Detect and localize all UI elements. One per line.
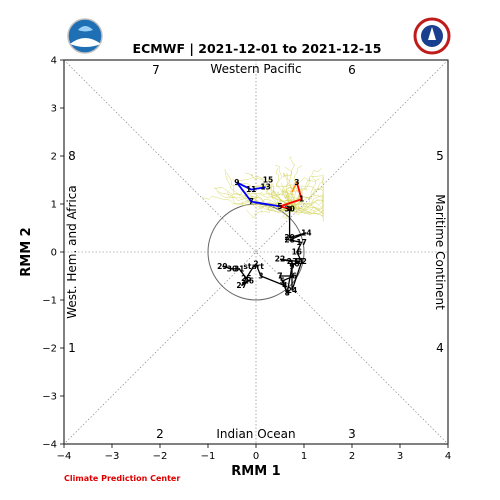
ensemble-member-line <box>289 174 324 209</box>
phase-6-label: 6 <box>348 63 356 77</box>
noaa-logo <box>67 18 103 54</box>
day-label: 6 <box>292 272 297 281</box>
forecast-bridge-line <box>291 182 298 193</box>
day-label: 26 <box>244 276 254 285</box>
day-label: start <box>243 262 264 271</box>
day-label: 23 <box>287 257 297 266</box>
phase-2-label: 2 <box>156 427 164 441</box>
day-label: 29 <box>217 262 227 271</box>
day-label: 10 <box>289 260 299 269</box>
y-tick-label: −4 <box>42 440 57 451</box>
day-label: 14 <box>301 228 311 237</box>
nws-logo <box>413 17 451 55</box>
unit-circle <box>207 203 305 301</box>
day-label: 17 <box>296 238 306 247</box>
day-label: 11 <box>294 257 304 266</box>
ensemble-member-line <box>275 165 290 209</box>
day-label: 12 <box>296 257 306 266</box>
phase-5-label: 5 <box>436 149 444 163</box>
forecast-week1-track <box>276 182 303 210</box>
observed-line <box>222 208 307 296</box>
day-label: 7 <box>277 272 282 281</box>
day-label: 27 <box>236 281 246 290</box>
phase-7-label: 7 <box>152 63 160 77</box>
day-label: 5 <box>277 202 282 211</box>
day-label: 30 <box>227 264 237 273</box>
day-label: 16 <box>292 248 302 257</box>
y-tick-label: −2 <box>42 344 57 355</box>
ensemble-member-line <box>275 168 295 209</box>
phase-3-label: 3 <box>348 427 356 441</box>
forecast-week2-track <box>236 181 281 208</box>
x-tick-label: 0 <box>253 451 259 462</box>
day-label: 15 <box>263 176 273 185</box>
x-axis-label: RMM 1 <box>231 464 280 479</box>
y-tick-label: −1 <box>42 296 57 307</box>
day-label: 9 <box>234 178 239 187</box>
phase-8-label: 8 <box>68 149 76 163</box>
ensemble-member-line <box>282 166 294 209</box>
day-label: 5 <box>280 276 285 285</box>
y-ticks: −4 −3 −2 −1 0 1 2 3 4 <box>42 56 64 451</box>
day-label: 24 <box>287 286 297 295</box>
ensemble-member-line <box>246 208 290 219</box>
x-tick-label: −2 <box>153 451 168 462</box>
day-label: 22 <box>275 255 285 264</box>
ensemble-member-line <box>235 177 290 209</box>
day-label: 3 <box>294 178 299 187</box>
x-tick-label: −4 <box>57 451 72 462</box>
day-label: 29 <box>284 233 294 242</box>
x-tick-label: −1 <box>201 451 216 462</box>
y-tick-label: 4 <box>51 56 57 67</box>
x-tick-label: 3 <box>397 451 403 462</box>
forecast-week1-line <box>276 182 303 210</box>
ensemble-member-line <box>232 178 290 209</box>
x-tick-label: 2 <box>349 451 355 462</box>
y-tick-label: 2 <box>51 152 57 163</box>
region-maritime-continent: Maritime Continent <box>433 194 447 310</box>
day-label: 25 <box>241 274 251 283</box>
phase-divider-lines <box>63 59 449 445</box>
ensemble-member-line <box>289 186 324 212</box>
y-tick-label: 0 <box>51 248 57 259</box>
region-indian-ocean: Indian Ocean <box>216 427 295 441</box>
phase-4-label: 4 <box>436 341 444 355</box>
ensemble-member-line <box>216 191 290 213</box>
day-label: 8 <box>285 288 290 297</box>
day-label: 11 <box>246 185 256 194</box>
day-label: 4 <box>282 281 287 290</box>
day-label: 2 <box>253 260 258 269</box>
x-tick-label: −3 <box>105 451 120 462</box>
day-label: 30 <box>284 204 294 213</box>
y-axis-label: RMM 2 <box>19 227 34 276</box>
day-label: 9 <box>289 262 294 271</box>
day-label: 1 <box>299 195 304 204</box>
ensemble-member-line <box>201 196 290 209</box>
day-label: 3 <box>258 272 263 281</box>
day-label: 13 <box>260 183 270 192</box>
x-tick-label: 4 <box>445 451 451 462</box>
y-tick-label: −3 <box>42 392 57 403</box>
day-label: 28 <box>284 236 294 245</box>
region-west-hem-africa: West. Hem. and Africa <box>65 185 79 318</box>
phase-1-label: 1 <box>68 341 76 355</box>
day-label: 31 <box>234 264 244 273</box>
region-western-pacific: Western Pacific <box>210 62 301 76</box>
x-ticks: −4 −3 −2 −1 0 1 2 3 4 <box>57 444 451 462</box>
ensemble-member-line <box>254 192 290 211</box>
x-tick-label: 1 <box>301 451 307 462</box>
ensemble-member-line <box>281 172 293 209</box>
ensemble-member-line <box>241 198 290 210</box>
chart-title: ECMWF | 2021-12-01 to 2021-12-15 <box>133 41 382 56</box>
forecast-week2-line <box>236 181 281 208</box>
y-tick-label: 1 <box>51 200 57 211</box>
y-tick-label: 3 <box>51 104 57 115</box>
credit-text: Climate Prediction Center <box>64 474 180 483</box>
day-label: 7 <box>249 197 254 206</box>
ensemble-member-line <box>214 186 290 213</box>
